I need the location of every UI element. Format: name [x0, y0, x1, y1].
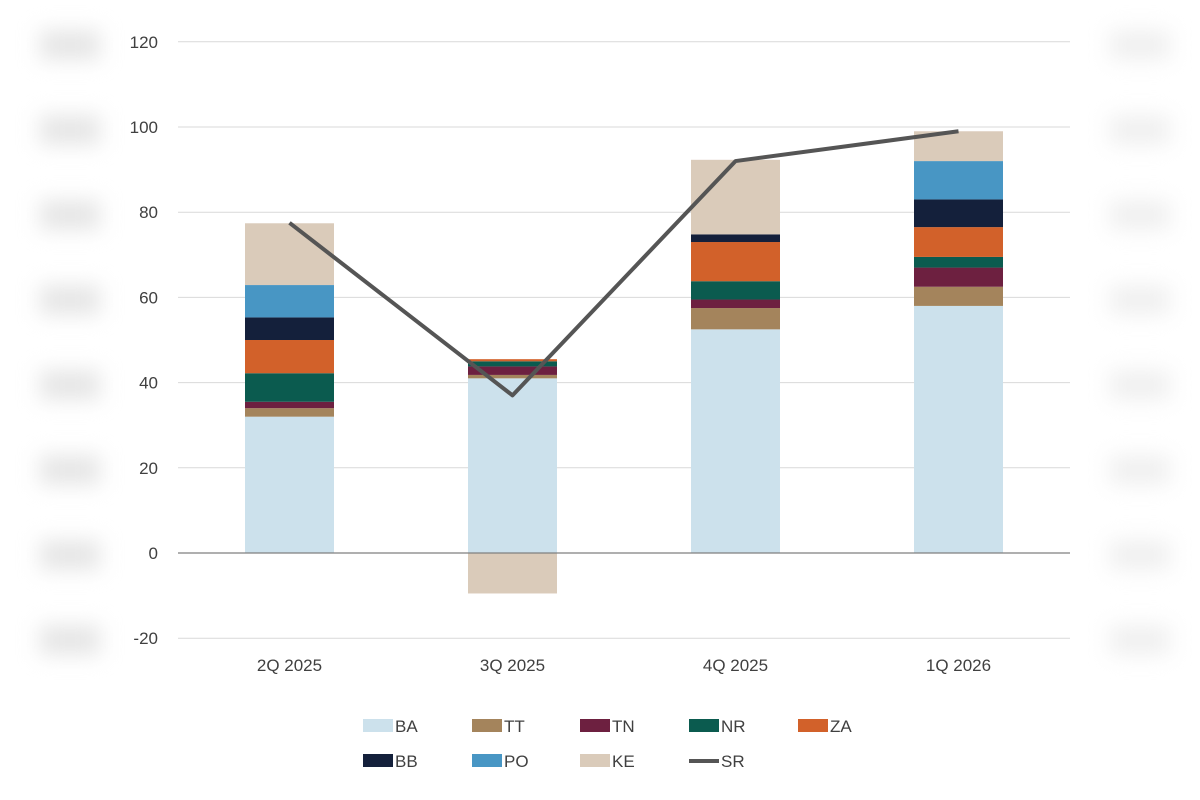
x-tick-label: 4Q 2025: [703, 656, 768, 675]
bar-segment-nr: [468, 361, 557, 367]
legend-swatch-po: [472, 754, 502, 767]
y-tick-label: 80: [139, 203, 158, 222]
redacted-right-axis-label: [1110, 115, 1170, 145]
redacted-left-axis-label: [40, 540, 100, 570]
bar-segment-po: [245, 285, 334, 318]
bar-segment-za: [691, 242, 780, 282]
redacted-left-axis-label: [40, 285, 100, 315]
x-axis-ticks: 2Q 2025 3Q 2025 4Q 2025 1Q 2026: [257, 656, 991, 675]
bar-segment-tn: [245, 401, 334, 409]
redacted-left-axis-label: [40, 200, 100, 230]
legend-label: TN: [612, 717, 635, 736]
bar-segment-tn: [914, 267, 1003, 287]
redacted-left-axis-label: [40, 455, 100, 485]
bar-segment-tn: [691, 299, 780, 309]
redacted-right-axis-label: [1110, 200, 1170, 230]
bars: [245, 131, 1003, 594]
redacted-right-axis-label: [1110, 30, 1170, 60]
redacted-right-axis-label: [1110, 455, 1170, 485]
bar-segment-ke: [691, 159, 780, 235]
legend-swatch-ba: [363, 719, 393, 732]
bar-segment-bb: [914, 199, 1003, 228]
y-axis-ticks: -20 0 20 40 60 80 100 120: [130, 33, 158, 648]
redacted-right-axis-label: [1110, 285, 1170, 315]
bar-segment-tt: [245, 408, 334, 417]
legend-swatch-ke: [580, 754, 610, 767]
bar-segment-ba: [914, 305, 1003, 553]
x-tick-label: 3Q 2025: [480, 656, 545, 675]
x-tick-label: 2Q 2025: [257, 656, 322, 675]
y-tick-label: 20: [139, 459, 158, 478]
y-tick-label: 40: [139, 374, 158, 393]
redacted-right-axis-label: [1110, 540, 1170, 570]
legend-label: PO: [504, 752, 529, 771]
redacted-left-axis-label: [40, 370, 100, 400]
legend: BA TT TN NR ZA BB PO KE SR: [363, 717, 852, 771]
redacted-right-axis-label: [1110, 370, 1170, 400]
redacted-left-axis-label: [40, 30, 100, 60]
y-tick-label: 120: [130, 33, 158, 52]
legend-label: KE: [612, 752, 635, 771]
bar-segment-ke: [245, 223, 334, 286]
bar-segment-bb: [245, 317, 334, 340]
y-tick-label: -20: [133, 629, 158, 648]
y-tick-label: 100: [130, 118, 158, 137]
bar-segment-za: [914, 227, 1003, 257]
legend-label: ZA: [830, 717, 852, 736]
bar-segment-bb: [691, 234, 780, 243]
bar-segment-tt: [468, 374, 557, 379]
bar-segment-za: [468, 359, 557, 362]
bar-segment-ba: [245, 416, 334, 553]
bar-segment-za: [245, 340, 334, 374]
bar-segment-po: [914, 161, 1003, 200]
legend-label: BB: [395, 752, 418, 771]
bar-segment-nr: [914, 256, 1003, 268]
y-tick-label: 60: [139, 288, 158, 307]
bar-segment-tn: [468, 366, 557, 375]
bar-segment-ba: [691, 329, 780, 553]
y-tick-label: 0: [149, 544, 158, 563]
redacted-left-axis-label: [40, 115, 100, 145]
x-tick-label: 1Q 2026: [926, 656, 991, 675]
legend-swatch-za: [798, 719, 828, 732]
legend-swatch-nr: [689, 719, 719, 732]
legend-label: TT: [504, 717, 525, 736]
legend-label: SR: [721, 752, 745, 771]
bar-segment-ba: [468, 378, 557, 553]
legend-swatch-tn: [580, 719, 610, 732]
legend-swatch-bb: [363, 754, 393, 767]
legend-swatch-tt: [472, 719, 502, 732]
redacted-left-axis-label: [40, 625, 100, 655]
sr-line-path: [288, 129, 959, 398]
bar-segment-ke: [468, 553, 557, 594]
bar-segment-nr: [691, 281, 780, 300]
legend-label: BA: [395, 717, 418, 736]
legend-label: NR: [721, 717, 746, 736]
bar-segment-tt: [914, 286, 1003, 306]
sr-line: [288, 129, 959, 398]
bar-segment-tt: [691, 308, 780, 330]
redacted-right-axis-label: [1110, 625, 1170, 655]
bar-segment-nr: [245, 373, 334, 402]
